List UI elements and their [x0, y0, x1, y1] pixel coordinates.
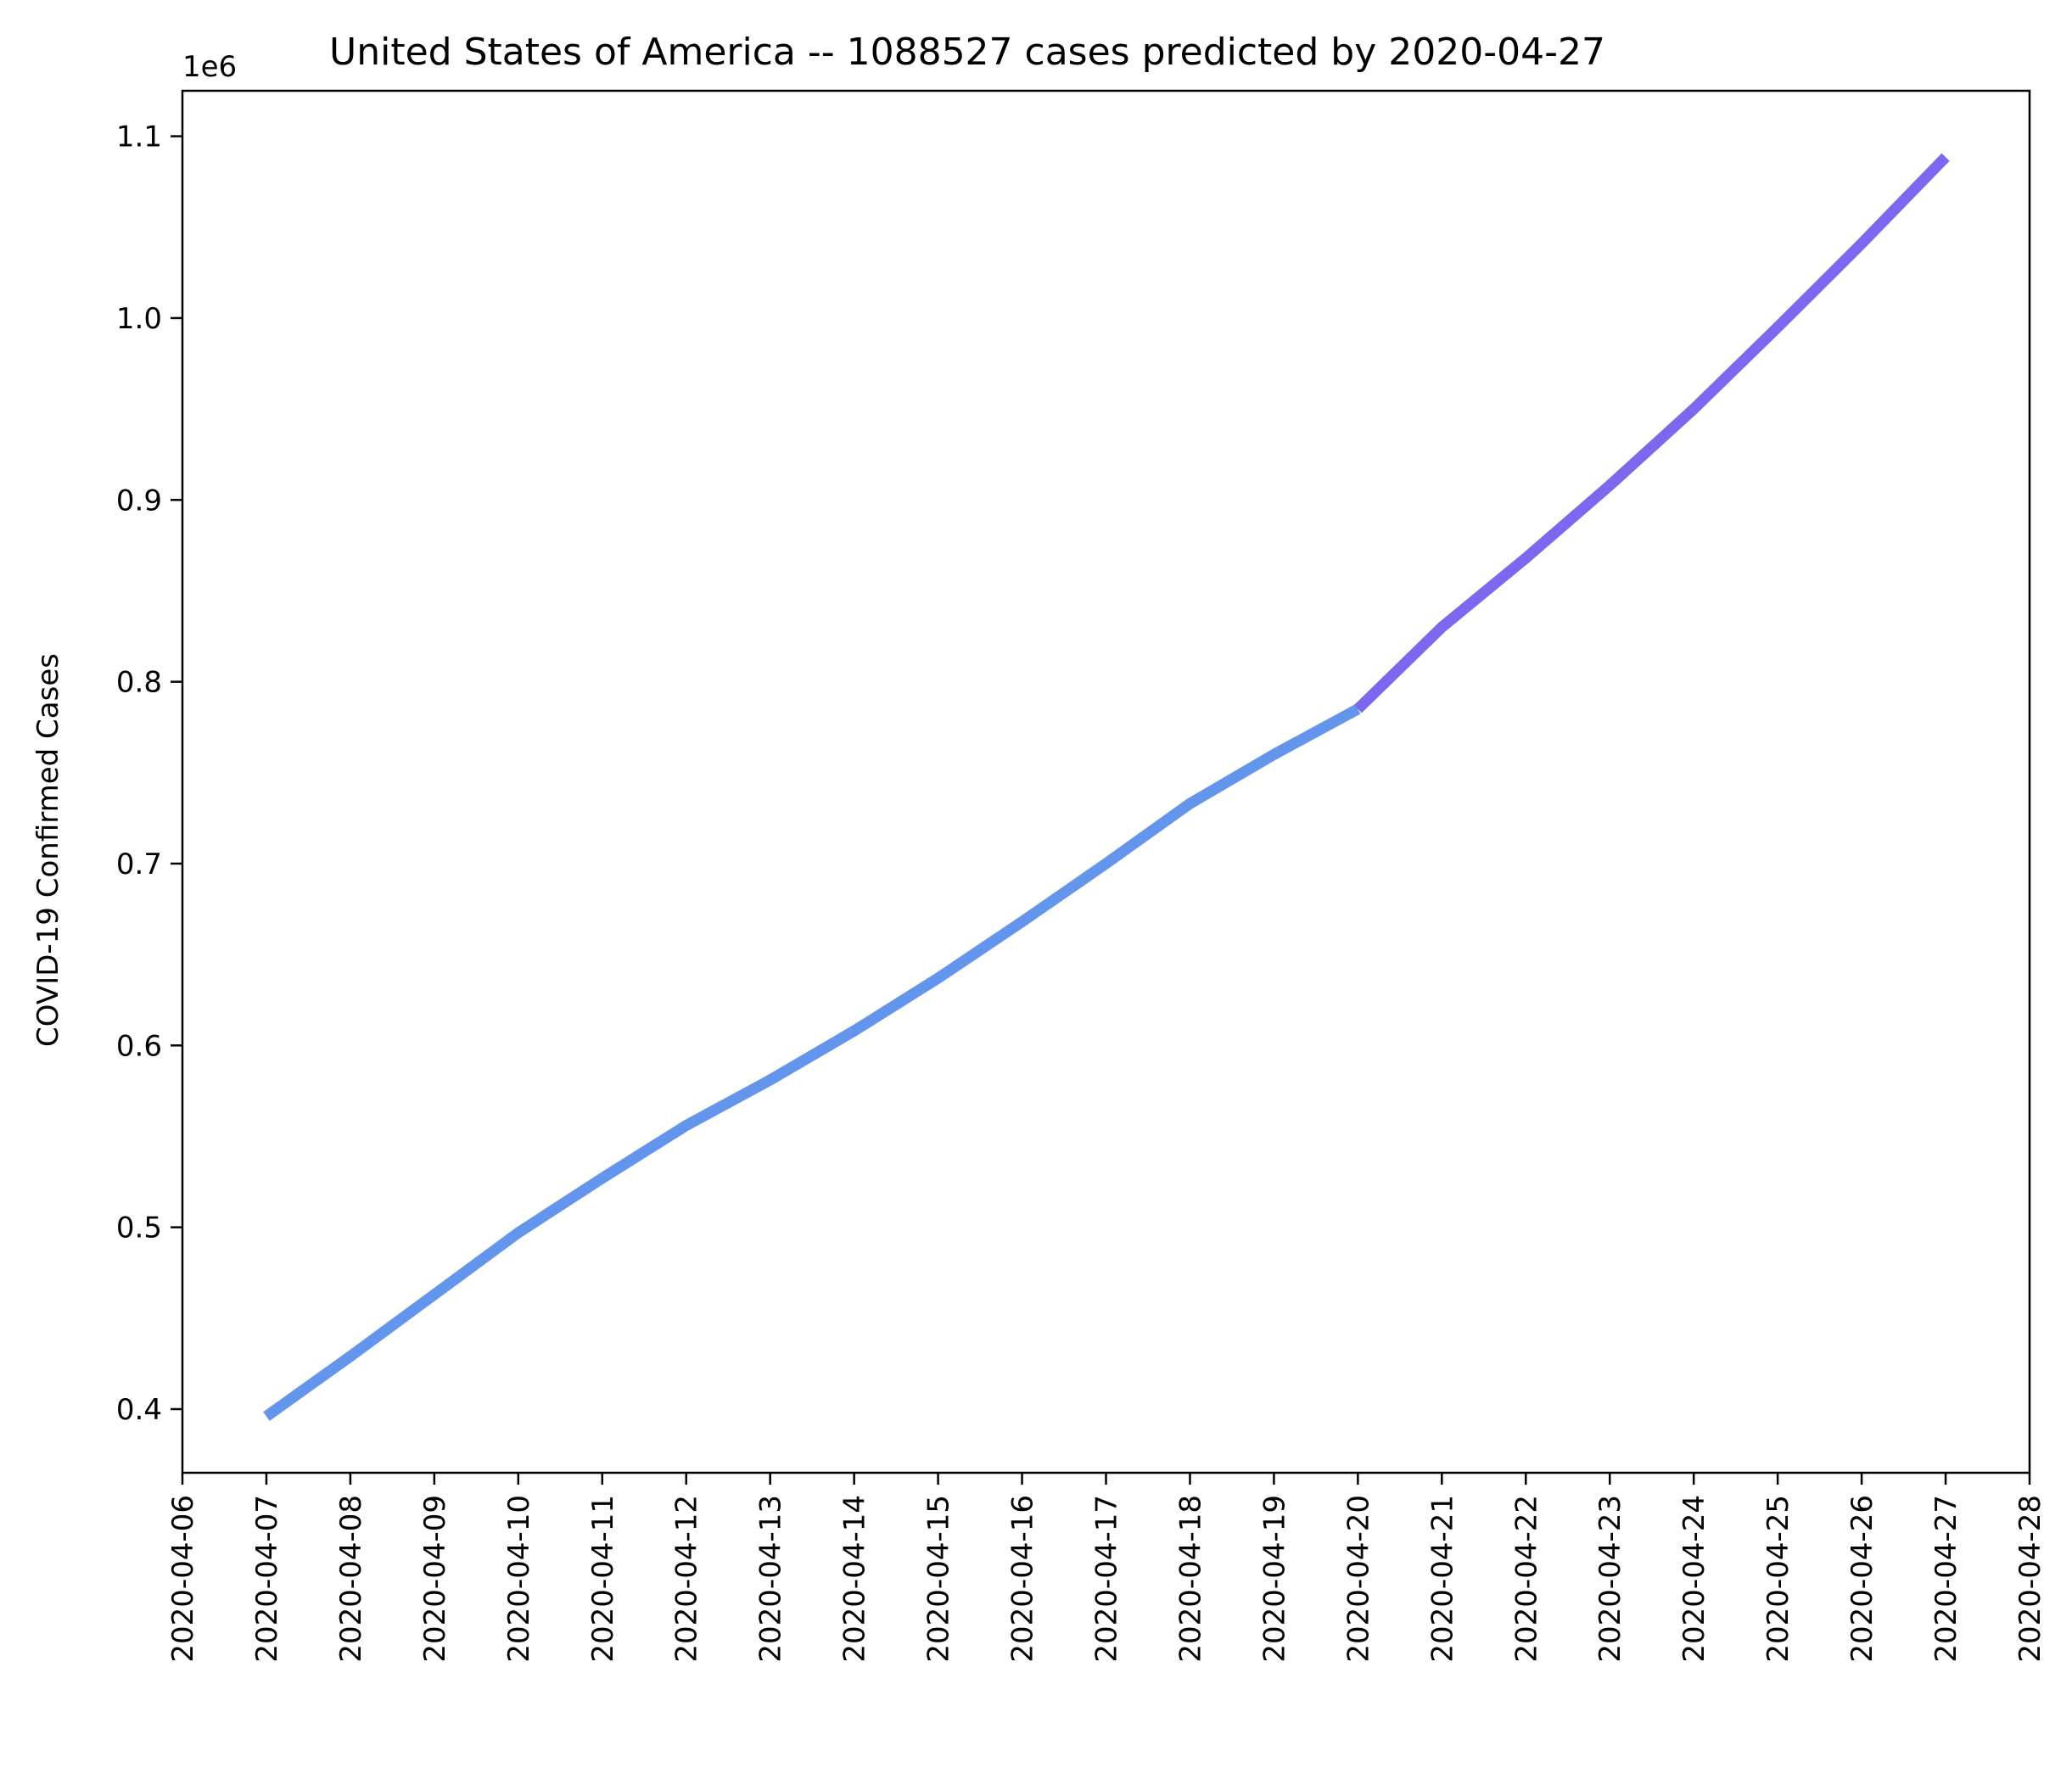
- x-tick-label: 2020-04-12: [670, 1495, 704, 1663]
- x-tick-label: 2020-04-19: [1257, 1495, 1291, 1663]
- series-line-1: [263, 704, 1361, 1421]
- x-tick-label: 2020-04-16: [1006, 1495, 1040, 1663]
- y-tick-label: 0.6: [116, 1029, 162, 1063]
- x-tick-label: 2020-04-21: [1425, 1495, 1459, 1663]
- axes-layer: 2020-04-06 2020-04-07 2020-04-08 2020-04-09…: [116, 89, 2047, 1663]
- series-line-2: [1353, 153, 1950, 713]
- y-tick-label: 1.0: [116, 302, 162, 336]
- y-axis-offset-label: 1e6: [182, 50, 237, 84]
- x-tick-label: 2020-04-18: [1173, 1495, 1207, 1663]
- chart-title: United States of America -- 1088527 case…: [329, 31, 1605, 74]
- x-tick-label: 2020-04-14: [838, 1495, 872, 1663]
- y-tick-label: 1.1: [116, 120, 162, 154]
- y-tick-label: 0.5: [116, 1211, 162, 1245]
- x-tick-label: 2020-04-23: [1593, 1495, 1627, 1663]
- x-tick-label: 2020-04-25: [1761, 1495, 1795, 1663]
- x-tick-label: 2020-04-09: [418, 1495, 452, 1663]
- x-tick-label: 2020-04-22: [1509, 1495, 1543, 1663]
- x-tick-label: 2020-04-11: [586, 1495, 620, 1663]
- y-tick-label: 0.9: [116, 484, 162, 518]
- x-tick-label: 2020-04-26: [1845, 1495, 1879, 1663]
- plot-frame: [181, 89, 2031, 1474]
- x-tick-label: 2020-04-13: [754, 1495, 788, 1663]
- series-layer: [263, 153, 1950, 1421]
- x-tick-label: 2020-04-15: [922, 1495, 956, 1663]
- x-tick-label: 2020-04-08: [334, 1495, 368, 1663]
- x-tick-label: 2020-04-28: [2013, 1495, 2047, 1663]
- x-tick-label: 2020-04-20: [1341, 1495, 1375, 1663]
- x-tick-label: 2020-04-07: [250, 1495, 284, 1663]
- x-tick-label: 2020-04-17: [1090, 1495, 1124, 1663]
- y-tick-label: 0.4: [116, 1393, 162, 1427]
- x-tick-label: 2020-04-06: [166, 1495, 200, 1663]
- y-tick-label: 0.8: [116, 666, 162, 700]
- x-tick-label: 2020-04-10: [502, 1495, 536, 1663]
- y-tick-label: 0.7: [116, 848, 162, 881]
- y-axis-label: COVID-19 Confirmed Cases: [31, 653, 65, 1047]
- x-tick-label: 2020-04-27: [1929, 1495, 1963, 1663]
- x-tick-label: 2020-04-24: [1677, 1495, 1711, 1663]
